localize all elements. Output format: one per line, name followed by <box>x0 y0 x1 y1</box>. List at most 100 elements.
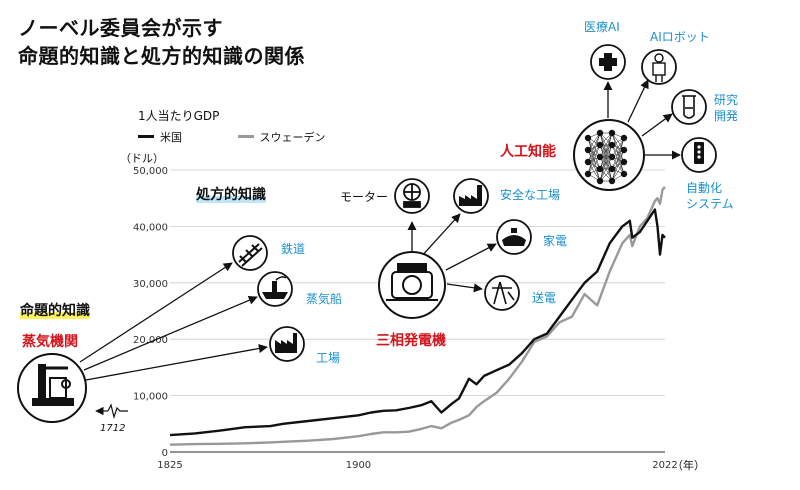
nn-edge <box>587 156 601 175</box>
nn-node <box>620 134 628 142</box>
factory-icon <box>275 333 297 353</box>
nn-node <box>608 153 616 161</box>
legend-label-us: 米国 <box>160 130 182 144</box>
arrow-gen-safefactory <box>419 213 461 259</box>
nn-edge <box>587 132 601 175</box>
concept-propositional-text: 命題的知識 <box>20 303 90 319</box>
y-tick-label: 10,000 <box>133 392 168 403</box>
appliances-node <box>496 219 532 255</box>
nn-node <box>620 170 628 178</box>
relation-arrows <box>79 79 681 381</box>
arrow-gen-appliances <box>445 243 497 271</box>
nn-node <box>584 158 592 166</box>
nn-node <box>584 134 592 142</box>
robot-icon <box>652 53 666 82</box>
legend-item-sweden: スウェーデン <box>237 129 326 145</box>
legend-label-sweden: スウェーデン <box>259 130 326 144</box>
nn-node <box>596 129 604 137</box>
safe-factory-node <box>453 178 489 214</box>
legend-item-us: 米国 <box>138 129 182 145</box>
concept-prescriptive-text: 処方的知識 <box>196 187 266 203</box>
label-three-phase: 三相発電機 <box>376 333 446 349</box>
arrow-steam-steamship <box>83 295 258 371</box>
legend: 米国 スウェーデン <box>138 128 378 145</box>
label-ai-robot: AIロボット <box>650 30 710 44</box>
flask-icon <box>682 95 696 119</box>
arrow-steam-railway <box>79 262 233 363</box>
steamship-icon <box>262 276 288 299</box>
medical-node <box>590 44 626 80</box>
label-steamship: 蒸気船 <box>306 292 343 306</box>
y-axis-title: 1人当たりGDP <box>138 109 220 123</box>
nn-node <box>584 170 592 178</box>
robot-node <box>641 49 677 85</box>
generator-icon <box>386 263 438 301</box>
label-railway: 鉄道 <box>281 242 306 256</box>
title-line-1: ノーベル委員会が示す <box>18 16 223 40</box>
y-tick-label: 30,000 <box>133 279 168 290</box>
series-line-sweden <box>169 186 666 446</box>
chart-title: ノーベル委員会が示す 命題的知識と処方的知識の関係 <box>18 14 305 70</box>
nn-edge <box>611 149 625 182</box>
label-factory: 工場 <box>316 351 341 365</box>
label-steam-engine: 蒸気機関 <box>22 334 78 350</box>
railway-track-icon <box>238 243 263 267</box>
label-year-1712: 1712 <box>100 423 126 434</box>
nn-edge <box>599 132 613 158</box>
research-node <box>671 89 707 125</box>
arrow-gen-transmission <box>446 283 483 293</box>
steamship-node <box>257 271 293 307</box>
label-appliances: 家電 <box>543 234 568 248</box>
concept-propositional: 命題的知識 <box>20 300 90 320</box>
legend-swatch-sweden <box>237 135 254 138</box>
nn-node <box>596 153 604 161</box>
label-autonomous: 自動化 システム <box>686 181 734 211</box>
nn-node <box>608 129 616 137</box>
y-axis-unit: （ドル） <box>120 152 164 165</box>
series-line-us <box>169 208 666 437</box>
nn-edge <box>587 144 601 175</box>
nn-edge <box>611 137 625 158</box>
label-research: 研究 開発 <box>714 93 739 123</box>
label-safe-factory: 安全な工場 <box>500 188 561 202</box>
steam-engine-icon <box>32 364 74 406</box>
arrow-ai-research <box>641 113 673 137</box>
nn-edge <box>611 137 625 182</box>
y-tick-label: 0 <box>162 448 168 459</box>
safe-factory-icon <box>459 185 482 206</box>
transmission-tower-icon <box>492 281 515 305</box>
ai-node <box>573 119 645 191</box>
nn-edge <box>611 137 625 170</box>
year-marker-arrow <box>95 403 128 420</box>
concept-prescriptive: 処方的知識 <box>196 184 266 204</box>
label-transmission: 送電 <box>532 291 557 305</box>
factory-node <box>269 326 305 362</box>
arrow-ai-robot <box>627 79 649 123</box>
nn-edge <box>599 132 613 170</box>
y-tick-label: 50,000 <box>133 166 168 177</box>
nn-node <box>620 146 628 154</box>
nn-node <box>596 165 604 173</box>
automation-device-icon <box>694 142 704 164</box>
automation-node <box>681 137 717 173</box>
steam-engine-node <box>17 353 87 423</box>
series-lines <box>169 186 666 446</box>
legend-swatch-us <box>138 135 154 138</box>
x-tick-label: 1825 <box>157 460 182 471</box>
generator-node <box>378 251 446 319</box>
nn-node <box>620 158 628 166</box>
y-tick-labels: 0 10,000 20,000 30,000 40,000 50,000 <box>133 166 168 459</box>
nn-edge <box>587 132 601 163</box>
railway-node <box>232 235 268 271</box>
motor-node <box>394 178 430 214</box>
y-tick-label: 40,000 <box>133 222 168 233</box>
nn-node <box>608 141 616 149</box>
grid <box>170 169 665 453</box>
arrow-steam-factory <box>85 343 268 381</box>
x-tick-label: 1900 <box>346 460 371 471</box>
nn-edge <box>599 144 613 182</box>
nn-node <box>596 141 604 149</box>
x-tick-label: 2022 <box>652 460 677 471</box>
label-medical-ai: 医療AI <box>584 20 620 34</box>
title-line-2: 命題的知識と処方的知識の関係 <box>18 44 305 68</box>
